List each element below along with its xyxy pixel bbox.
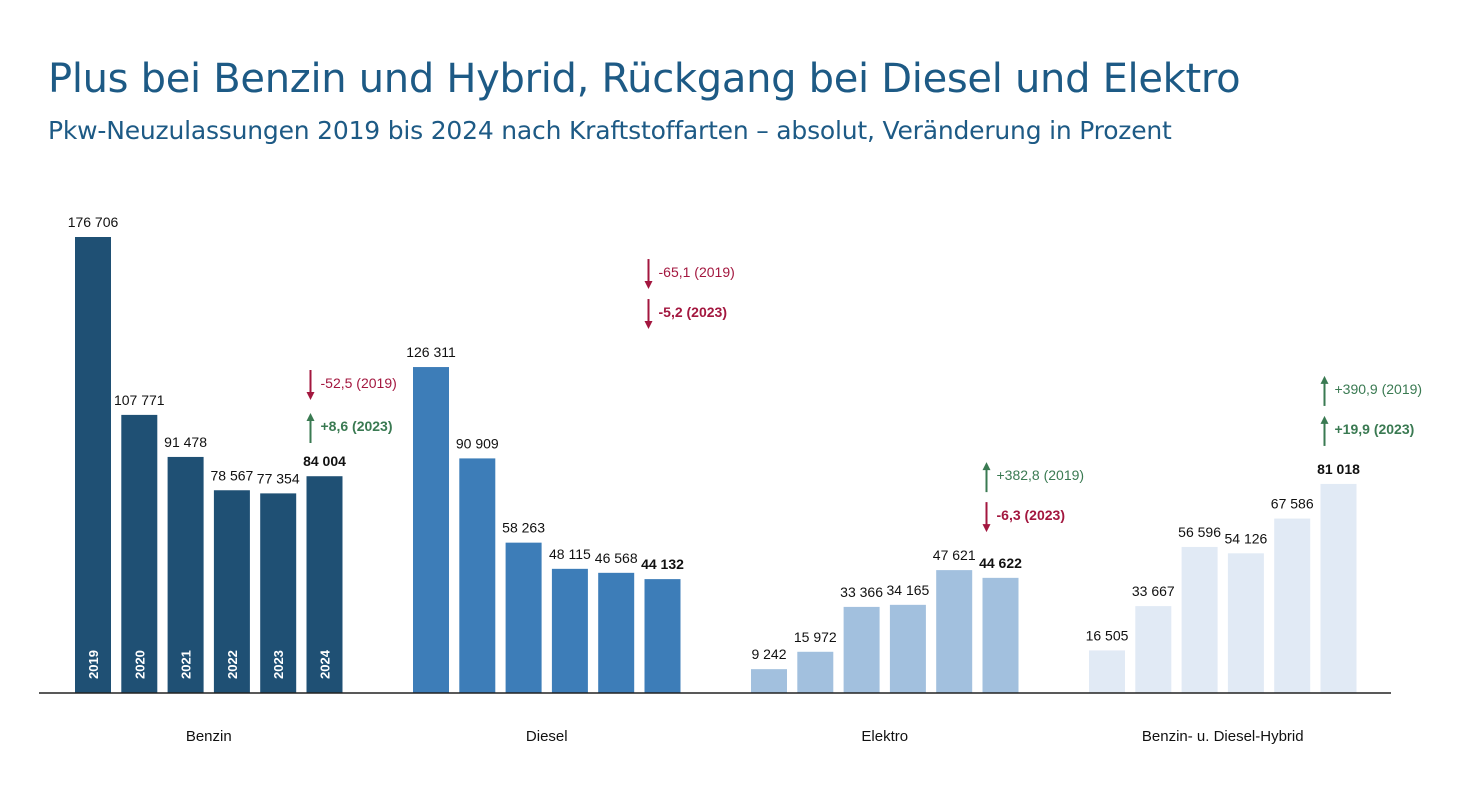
year-tick-label: 2020 — [132, 650, 147, 679]
bar — [1181, 546, 1218, 693]
bar — [889, 604, 926, 693]
bar — [121, 414, 158, 693]
bar — [260, 493, 297, 693]
change-annotation: +8,6 (2023) — [321, 418, 393, 434]
bar-value-label: 81 018 — [1317, 461, 1360, 477]
year-tick-label: 2022 — [225, 650, 240, 679]
bar — [1227, 553, 1264, 693]
change-annotation: +390,9 (2019) — [1335, 381, 1423, 397]
bar-value-label: 77 354 — [257, 470, 300, 486]
bar — [751, 669, 787, 693]
bar — [598, 572, 635, 693]
bar-value-label: 54 126 — [1224, 530, 1267, 546]
bar — [936, 570, 973, 693]
down-arrow-icon — [644, 281, 653, 290]
bar — [843, 606, 880, 693]
up-arrow-icon — [306, 413, 315, 421]
bar — [1320, 483, 1357, 693]
bar-value-label: 176 706 — [68, 214, 119, 230]
bar — [167, 456, 204, 693]
bar-value-label: 58 263 — [502, 520, 545, 536]
category-label: Benzin — [186, 728, 232, 745]
category-label: Elektro — [861, 728, 908, 745]
up-arrow-icon — [1320, 375, 1329, 384]
bar-value-label: 33 366 — [840, 584, 883, 600]
bar — [551, 568, 588, 693]
bar-value-label: 44 622 — [979, 555, 1022, 571]
year-tick-label: 2024 — [318, 649, 333, 679]
bar-value-label: 67 586 — [1271, 496, 1314, 512]
bar — [505, 542, 542, 693]
bar-value-label: 33 667 — [1132, 583, 1175, 599]
bar — [797, 651, 834, 693]
bar-value-label: 46 568 — [595, 550, 638, 566]
bar-value-label: 90 909 — [456, 435, 499, 451]
bar-value-label: 44 132 — [641, 556, 684, 572]
bar — [213, 490, 250, 693]
change-annotation: -52,5 (2019) — [321, 375, 397, 391]
down-arrow-icon — [982, 524, 991, 533]
bar-value-label: 107 771 — [114, 392, 165, 408]
category-label: Diesel — [526, 728, 568, 745]
bar — [1135, 606, 1172, 693]
bar-value-label: 34 165 — [886, 582, 929, 598]
bar — [413, 367, 449, 693]
bar — [644, 579, 681, 693]
change-annotation: +382,8 (2019) — [997, 467, 1085, 483]
change-annotation: -6,3 (2023) — [997, 507, 1065, 523]
bar — [1274, 518, 1311, 693]
year-tick-label: 2023 — [271, 650, 286, 679]
bar — [1089, 650, 1125, 693]
bar-value-label: 78 567 — [210, 467, 253, 483]
year-tick-label: 2019 — [86, 650, 101, 679]
up-arrow-icon — [982, 462, 991, 471]
change-annotation: -5,2 (2023) — [659, 304, 727, 320]
bar — [306, 476, 343, 693]
change-annotation: +19,9 (2023) — [1335, 421, 1415, 437]
bar — [982, 577, 1019, 693]
up-arrow-icon — [1320, 415, 1329, 424]
category-label: Benzin- u. Diesel-Hybrid — [1142, 728, 1304, 745]
chart-title: Plus bei Benzin und Hybrid, Rückgang bei… — [48, 56, 1241, 102]
bar-value-label: 47 621 — [933, 547, 976, 563]
bar-value-label: 9 242 — [751, 646, 786, 662]
bar-value-label: 126 311 — [406, 344, 456, 360]
down-arrow-icon — [644, 321, 653, 330]
bar — [75, 237, 111, 693]
chart-subtitle: Pkw-Neuzulassungen 2019 bis 2024 nach Kr… — [48, 116, 1172, 145]
bar — [459, 458, 496, 693]
year-tick-label: 2021 — [179, 650, 194, 679]
down-arrow-icon — [306, 392, 315, 400]
bar-value-label: 84 004 — [303, 453, 346, 469]
bar-value-label: 16 505 — [1086, 627, 1129, 643]
bar-value-label: 15 972 — [794, 629, 837, 645]
bar-value-label: 91 478 — [164, 434, 207, 450]
bar-value-label: 56 596 — [1178, 524, 1221, 540]
bar-value-label: 48 115 — [549, 546, 591, 562]
change-annotation: -65,1 (2019) — [659, 264, 735, 280]
